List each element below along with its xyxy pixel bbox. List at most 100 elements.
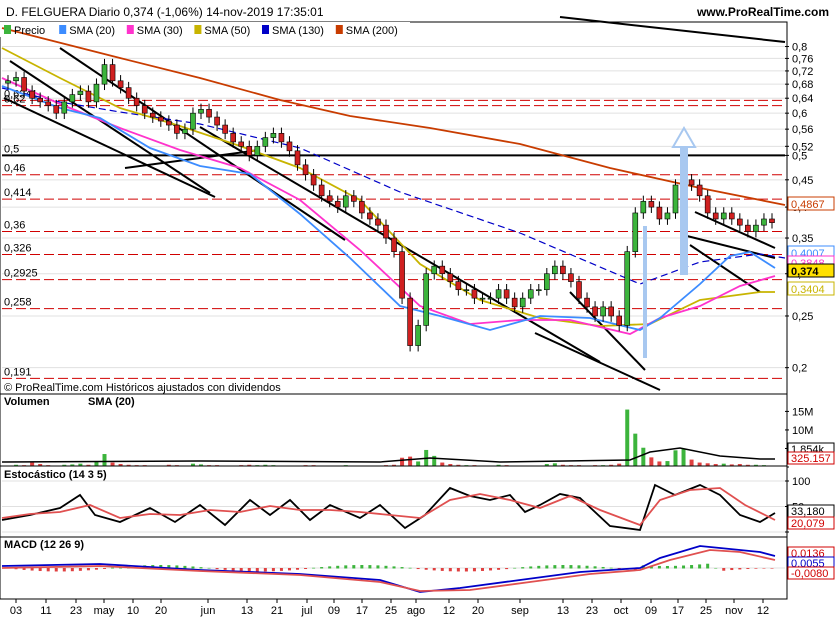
candle-body <box>640 201 647 214</box>
legend-label: SMA (20) <box>69 25 115 37</box>
x-tick-label: nov <box>725 605 743 617</box>
candle-body <box>230 133 236 143</box>
candle-body <box>53 105 60 114</box>
macd-histogram-bar <box>392 566 396 569</box>
macd-histogram-bar <box>30 568 34 571</box>
candle-body <box>93 83 100 103</box>
macd-histogram-bar <box>585 565 589 569</box>
candle-body <box>568 273 574 282</box>
sma50-line <box>1 47 775 327</box>
stoch-k-line <box>1 483 776 531</box>
candle-body <box>206 109 212 118</box>
volume-tick-label: 10M <box>792 425 813 437</box>
macd-histogram-bar <box>255 568 259 572</box>
candle-body <box>745 224 751 232</box>
price-tick-label: 0,72 <box>792 66 813 78</box>
candle-body <box>560 265 566 275</box>
volume-bar <box>102 454 107 467</box>
price-tick-label: 0,64 <box>792 93 813 105</box>
price-legend-bg <box>0 22 410 37</box>
candle-body <box>326 195 333 202</box>
macd-histogram-bar <box>215 568 219 570</box>
volume-bar <box>440 462 445 467</box>
candle-body <box>190 112 196 130</box>
candle-body <box>286 141 293 152</box>
macd-histogram-bar <box>320 567 324 569</box>
candle-body <box>423 273 429 326</box>
macd-histogram-bar <box>336 565 340 569</box>
macd-histogram-bar <box>480 568 484 571</box>
macd-histogram-bar <box>617 568 621 569</box>
candle-body <box>158 116 164 122</box>
chart-header: D. FELGUERA Diario 0,374 (-1,06%) 14-nov… <box>0 0 835 24</box>
trend-line <box>569 291 646 371</box>
macd-histogram-bar <box>360 565 364 569</box>
candle-body <box>624 251 631 326</box>
stoch-badge-label: 20,079 <box>791 518 825 530</box>
macd-histogram-bar <box>448 568 452 572</box>
candle-body <box>552 265 558 275</box>
candle-body <box>318 184 325 197</box>
candle-body <box>222 124 228 134</box>
candle-body <box>664 212 671 220</box>
price-badge-label: 0,374 <box>791 266 819 278</box>
candle-body <box>753 224 759 232</box>
candle-body <box>761 218 767 226</box>
macd-badge-label: -0,0080 <box>791 568 828 580</box>
macd-histogram-bar <box>609 567 613 569</box>
macd-histogram-bar <box>263 568 267 572</box>
stoch-legend-label: Estocástico (14 3 5) <box>4 469 107 481</box>
x-tick-label: sep <box>511 605 529 617</box>
macd-histogram-bar <box>279 568 283 571</box>
x-tick-label: oct <box>614 605 629 617</box>
chart-title: D. FELGUERA Diario 0,374 (-1,06%) 14-nov… <box>6 5 324 19</box>
macd-histogram-bar <box>553 565 557 569</box>
macd-histogram-bar <box>368 565 372 569</box>
macd-histogram-bar <box>328 566 332 569</box>
candle-body <box>109 64 116 82</box>
price-tick-label: 0,45 <box>792 175 813 187</box>
x-tick-label: 03 <box>10 605 22 617</box>
candle-body <box>439 265 446 275</box>
volume-bar <box>681 448 686 467</box>
stoch-tick-label: 100 <box>792 476 810 488</box>
volume-bar <box>400 457 405 467</box>
candle-body <box>728 212 735 220</box>
macd-histogram-bar <box>432 568 436 571</box>
candle-body <box>479 297 486 300</box>
candle-body <box>592 306 598 317</box>
macd-histogram-bar <box>111 567 115 569</box>
macd-histogram-bar <box>472 568 476 572</box>
macd-histogram-bar <box>665 565 669 569</box>
price-footer: © ProRealTime.com Históricos ajustados c… <box>4 382 281 394</box>
volume-legend-label: Volumen <box>4 396 50 408</box>
volume-badge <box>787 451 835 465</box>
x-tick-label: 20 <box>472 605 484 617</box>
site-name[interactable]: www.ProRealTime.com <box>696 5 829 19</box>
volume-bar <box>641 447 646 467</box>
candle-body <box>166 120 172 126</box>
sma20-line <box>1 85 776 331</box>
legend-swatch <box>126 25 134 34</box>
candles <box>5 58 775 352</box>
legend-label: Precio <box>14 25 45 37</box>
price-badge <box>787 263 835 278</box>
x-tick-label: 09 <box>645 605 657 617</box>
legend-swatch <box>59 25 67 34</box>
macd-histogram-bar <box>183 565 187 569</box>
candle-body <box>367 212 373 220</box>
trend-line <box>3 97 216 198</box>
price-badge-label: 0,4867 <box>791 199 825 211</box>
macd-signal-line <box>1 549 776 592</box>
volume-bar <box>552 463 557 467</box>
macd-histogram-bar <box>70 568 74 572</box>
candle-body <box>262 137 269 147</box>
x-tick-label: 25 <box>700 605 712 617</box>
candle-body <box>600 306 606 317</box>
macd-histogram-bar <box>537 565 541 569</box>
candle-body <box>238 141 245 147</box>
candle-body <box>278 133 285 143</box>
up-arrow-head <box>671 126 697 148</box>
x-tick-label: 10 <box>127 605 139 617</box>
